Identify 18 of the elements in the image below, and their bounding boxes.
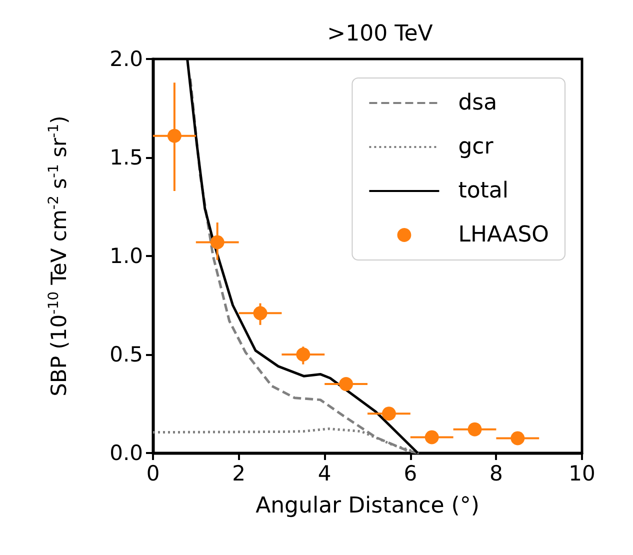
y-tick-label: 2.0 (110, 47, 143, 71)
x-tick-label: 4 (318, 462, 332, 486)
x-tick-label: 2 (232, 462, 246, 486)
legend-label: dsa (458, 90, 498, 116)
x-tick-label: 0 (146, 462, 160, 486)
y-tick-label: 0.5 (110, 342, 143, 366)
y-tick-label: 0.0 (110, 441, 143, 465)
legend-label: gcr (458, 134, 494, 160)
y-tick-label: 1.0 (110, 244, 143, 268)
x-tick-label: 10 (568, 462, 596, 486)
y-tick-label: 1.5 (110, 146, 143, 170)
x-tick-label: 8 (490, 462, 503, 486)
x-tick-label: 6 (404, 462, 418, 486)
legend-label: total (458, 178, 509, 204)
legend-label: LHAASO (458, 222, 550, 248)
chart-title: >100 TeV (327, 22, 433, 46)
x-axis-title: Angular Distance (°) (256, 494, 480, 518)
text: SBP (10-10 TeV cm-2 s-1 sr-1) (46, 116, 71, 396)
